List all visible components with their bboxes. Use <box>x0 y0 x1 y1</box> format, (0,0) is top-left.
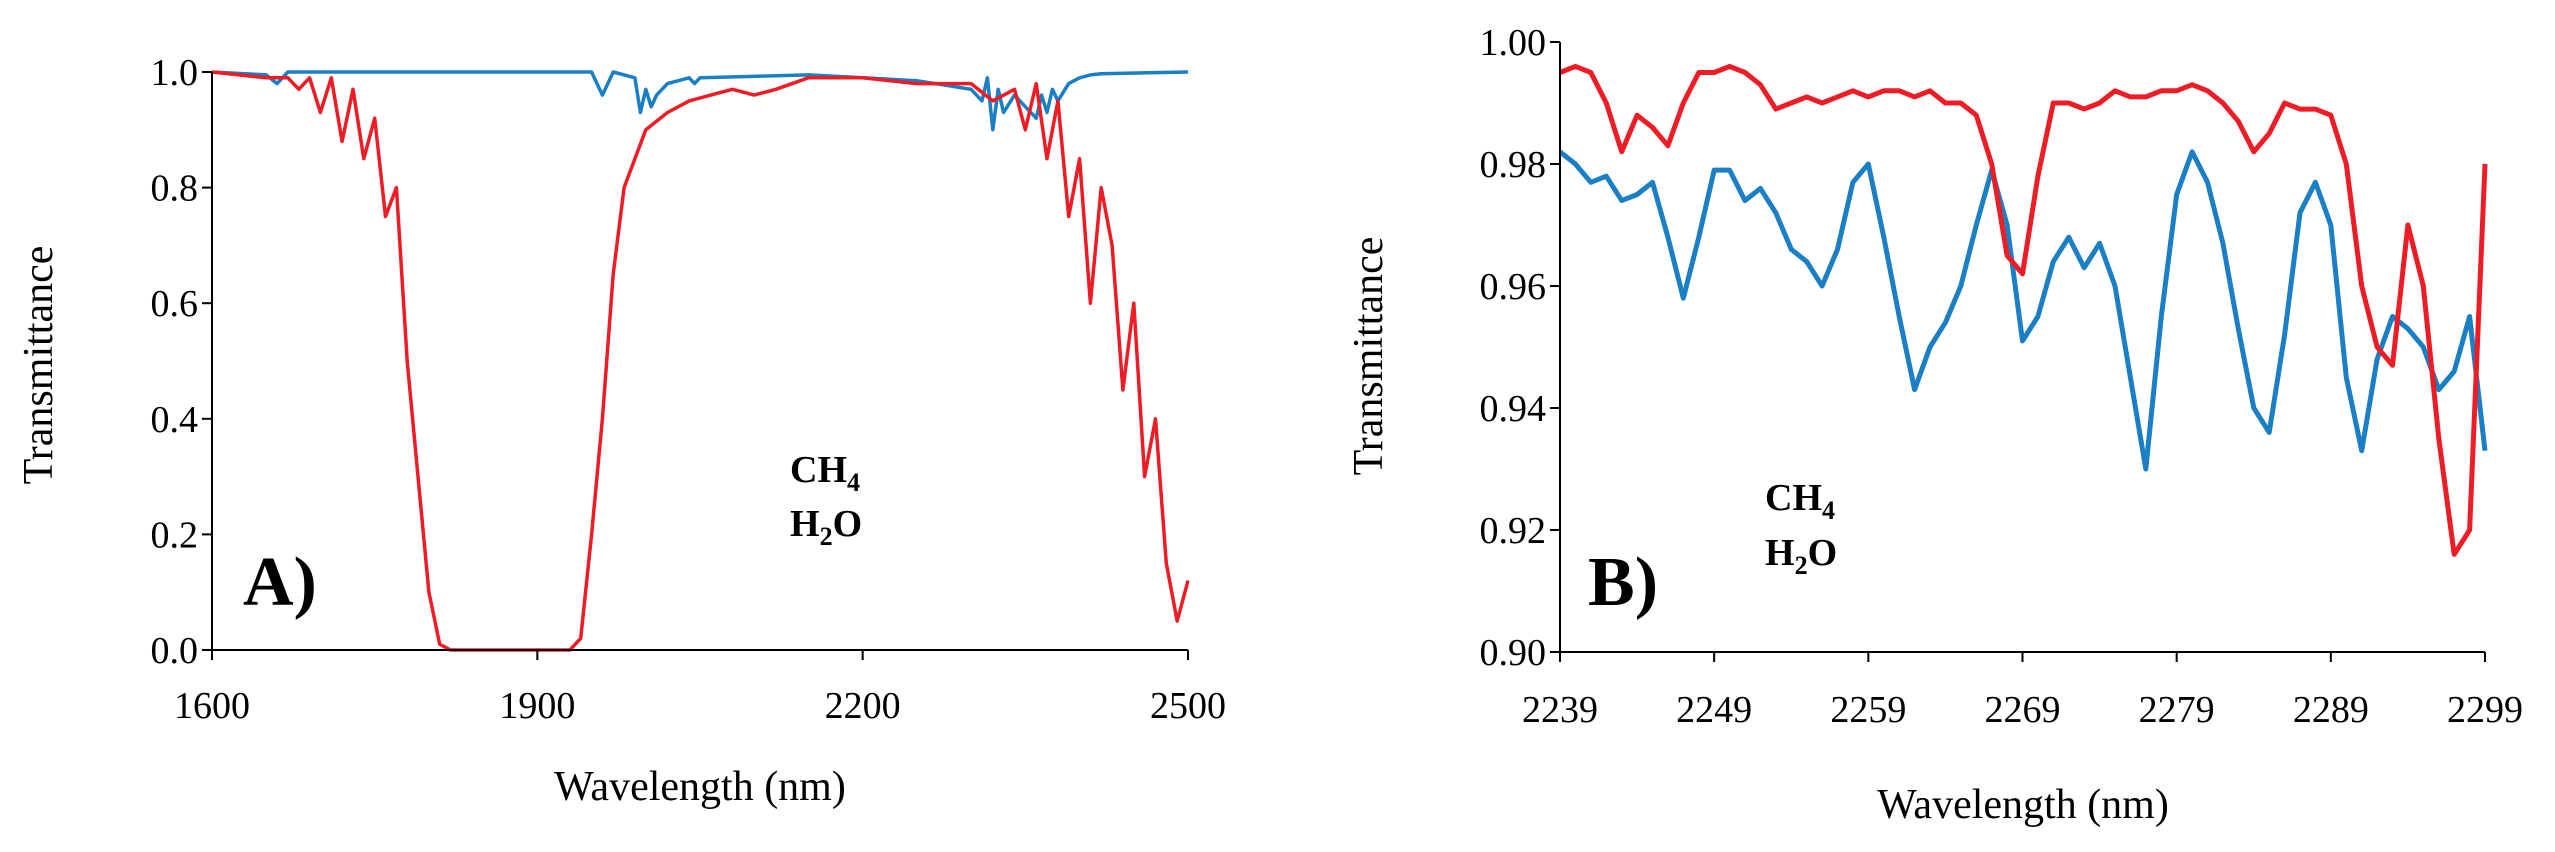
chart-panel-a: 1600 1900 2200 2500 0.0 0.2 0.4 0.6 0.8 1.0 Wave… <box>16 52 1226 810</box>
chart-b-legend-h2o-sub: 2 <box>1795 551 1808 580</box>
chart-b-series-group <box>1558 63 2488 557</box>
chart-b-x-tick-label: 2299 <box>2447 689 2523 731</box>
chart-a-y-tick-label: 0.2 <box>151 514 199 556</box>
chart-b-y-tick-label: 0.90 <box>1480 632 1547 674</box>
chart-a-legend-ch4-sub: 4 <box>847 468 860 497</box>
chart-a-y-tick-label: 0.6 <box>151 283 199 325</box>
chart-a-x-tick-label: 1600 <box>174 685 250 727</box>
chart-b-y-tick-label: 0.92 <box>1480 510 1547 552</box>
chart-a-series-group <box>211 70 1190 652</box>
chart-a-legend-h2o-main: H <box>790 503 820 545</box>
chart-b-y-ticks: 0.90 0.92 0.94 0.96 0.98 1.00 <box>1480 22 1560 674</box>
chart-b-legend-ch4-main: CH <box>1765 477 1822 519</box>
chart-a-legend-ch4-main: CH <box>790 449 847 491</box>
chart-a-legend-ch4: CH4 <box>790 449 860 497</box>
chart-b-series-ch4 <box>1558 149 2488 472</box>
chart-a-y-tick-label: 1.0 <box>151 52 199 94</box>
chart-b-y-tick-label: 0.98 <box>1480 144 1547 186</box>
chart-a-legend-h2o-sub: 2 <box>820 522 833 551</box>
chart-a-y-tick-label: 0.0 <box>151 630 199 672</box>
chart-b-x-axis-label: Wavelength (nm) <box>1877 782 2169 828</box>
chart-panel-b: 2239 2249 2259 2269 2279 2289 2299 0.900.920.9… <box>1346 22 2523 828</box>
chart-b-legend-ch4: CH4 <box>1765 477 1835 525</box>
chart-a-series-ch4 <box>211 70 1189 132</box>
chart-a-x-axis-label: Wavelength (nm) <box>554 764 846 810</box>
chart-b-x-tick-label: 2269 <box>1985 689 2061 731</box>
chart-a-legend-h2o-tail: O <box>833 503 863 545</box>
chart-a-x-tick-label: 1900 <box>499 685 575 727</box>
chart-a-y-ticks: 0.0 0.2 0.4 0.6 0.8 1.0 <box>151 52 212 672</box>
chart-b-legend-h2o: H2O <box>1765 532 1837 580</box>
chart-a-y-tick-label: 0.4 <box>151 399 199 441</box>
chart-b-x-tick-label: 2259 <box>1830 689 1906 731</box>
chart-a-legend-h2o: H2O <box>790 503 862 551</box>
chart-a-panel-label: A) <box>243 544 317 621</box>
chart-b-y-tick-label: 0.94 <box>1480 388 1547 430</box>
chart-b-x-tick-label: 2279 <box>2139 689 2215 731</box>
chart-a-y-axis-label: Transmittance <box>16 246 62 485</box>
chart-b-x-ticks: 2239 2249 2259 2269 2279 2289 2299 <box>1522 652 2523 731</box>
chart-b-legend-ch4-sub: 4 <box>1822 496 1835 525</box>
chart-a-y-tick-label: 0.8 <box>151 168 199 210</box>
chart-b-x-tick-label: 2289 <box>2293 689 2369 731</box>
chart-b-y-tick-label: 0.96 <box>1480 266 1547 308</box>
chart-b-panel-label: B) <box>1588 544 1658 621</box>
chart-b-legend-h2o-tail: O <box>1808 532 1838 574</box>
chart-a-x-tick-label: 2200 <box>825 685 901 727</box>
chart-a-x-tick-label: 2500 <box>1150 685 1226 727</box>
chart-b-legend-h2o-main: H <box>1765 532 1795 574</box>
chart-a-series-h2o <box>211 70 1190 652</box>
chart-a-x-ticks: 1600 1900 2200 2500 <box>174 650 1226 727</box>
chart-b-y-tick-label: 1.00 <box>1480 22 1547 64</box>
chart-b-series-h2o <box>1559 63 2488 557</box>
chart-b-y-axis-label: Transmittance <box>1346 237 1392 476</box>
chart-b-x-tick-label: 2239 <box>1522 689 1598 731</box>
chart-b-x-tick-label: 2249 <box>1676 689 1752 731</box>
